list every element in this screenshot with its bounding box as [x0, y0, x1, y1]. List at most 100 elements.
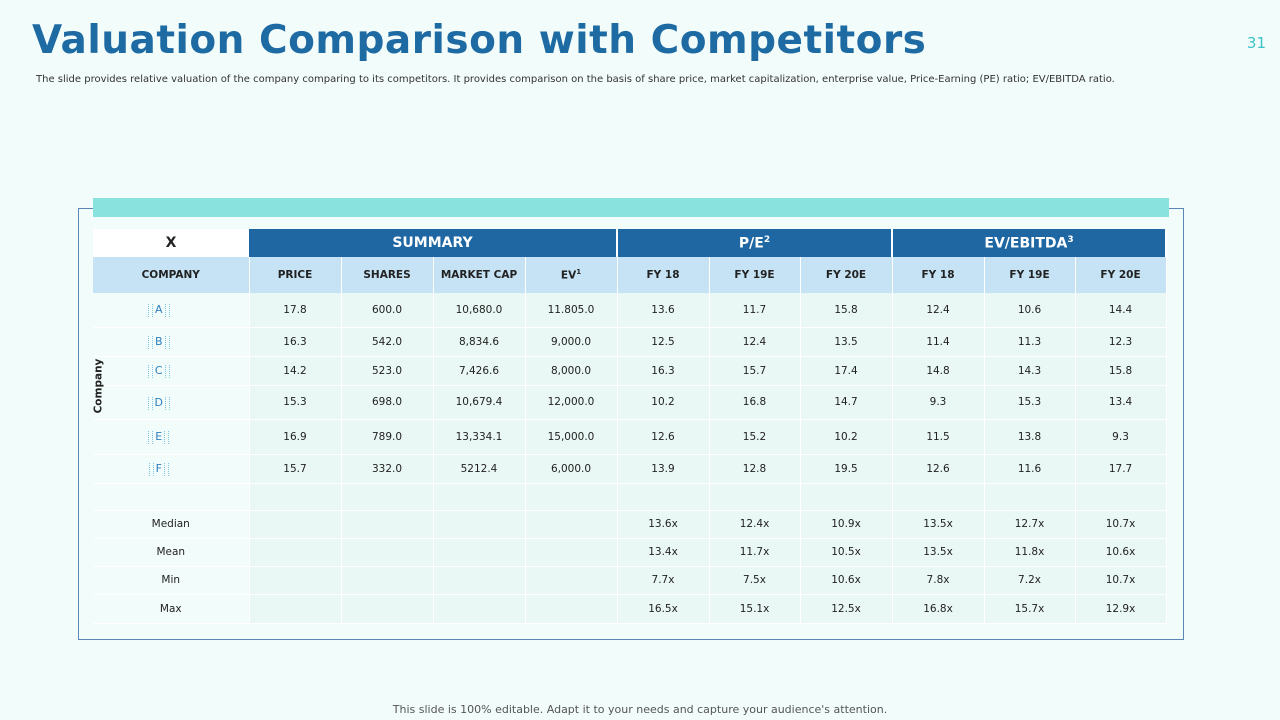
- table-cell: 13.5: [800, 327, 893, 357]
- empty-cell: [341, 483, 434, 511]
- table-cell: 523.0: [341, 356, 434, 386]
- company-cell: A: [93, 293, 250, 328]
- col-header-price: PRICE: [249, 257, 342, 293]
- stat-cell: 12.4x: [709, 510, 801, 539]
- stat-cell: 13.5x: [892, 538, 985, 567]
- company-letter: B: [148, 335, 169, 349]
- stat-cell: 7.5x: [709, 566, 801, 595]
- company-cell: D: [93, 385, 250, 420]
- table-cell: 12.8: [709, 454, 801, 484]
- col-header-ev-fy18: FY 18: [892, 257, 985, 293]
- page-number: 31: [1246, 34, 1266, 52]
- col-header-ev-fy19e: FY 19E: [984, 257, 1076, 293]
- table-row: C 14.2 523.0 7,426.6 8,000.0 16.3 15.7 17.4 14.8…: [93, 356, 1167, 386]
- table-cell: 13,334.1: [433, 419, 526, 455]
- empty-cell: [433, 594, 526, 624]
- table-cell: 13.6: [617, 293, 710, 328]
- table-cell: 12,000.0: [525, 385, 618, 420]
- spacer-row: [93, 483, 1167, 511]
- table-cell: 13.9: [617, 454, 710, 484]
- stat-cell: 13.5x: [892, 510, 985, 539]
- empty-cell: [525, 566, 618, 595]
- table-cell: 6,000.0: [525, 454, 618, 484]
- stat-cell: 10.5x: [800, 538, 893, 567]
- stat-cell: 11.8x: [984, 538, 1076, 567]
- company-cell: B: [93, 327, 250, 357]
- stat-cell: 13.6x: [617, 510, 710, 539]
- company-letter: F: [148, 462, 170, 476]
- table-cell: 11.4: [892, 327, 985, 357]
- stat-cell: 7.7x: [617, 566, 710, 595]
- table-cell: 11.805.0: [525, 293, 618, 328]
- empty-cell: [525, 538, 618, 567]
- empty-cell: [525, 594, 618, 624]
- table-cell: 17.8: [249, 293, 342, 328]
- empty-cell: [525, 483, 618, 511]
- table-cell: 542.0: [341, 327, 434, 357]
- company-letter: D: [147, 396, 171, 410]
- table-cell: 14.2: [249, 356, 342, 386]
- stat-cell: 16.5x: [617, 594, 710, 624]
- empty-cell: [249, 566, 342, 595]
- stat-cell: 15.1x: [709, 594, 801, 624]
- table-cell: 789.0: [341, 419, 434, 455]
- table-cell: 600.0: [341, 293, 434, 328]
- table-row: D 15.3 698.0 10,679.4 12,000.0 10.2 16.8 14.7 9.…: [93, 385, 1167, 420]
- table-cell: 15.2: [709, 419, 801, 455]
- table-row: A 17.8 600.0 10,680.0 11.805.0 13.6 11.7 15.8 12…: [93, 293, 1167, 328]
- stat-cell: 15.7x: [984, 594, 1076, 624]
- table-row: F 15.7 332.0 5212.4 6,000.0 13.9 12.8 19.5 12.6 1…: [93, 454, 1167, 484]
- stat-cell: 10.6x: [1075, 538, 1167, 567]
- empty-cell: [984, 483, 1076, 511]
- table-cell: 11.3: [984, 327, 1076, 357]
- empty-cell: [433, 483, 526, 511]
- table-cell: 8,000.0: [525, 356, 618, 386]
- table-cell: 10.6: [984, 293, 1076, 328]
- stat-cell: 11.7x: [709, 538, 801, 567]
- empty-cell: [892, 483, 985, 511]
- table-cell: 14.8: [892, 356, 985, 386]
- table-cell: 11.5: [892, 419, 985, 455]
- empty-cell: [709, 483, 801, 511]
- table-cell: 16.3: [249, 327, 342, 357]
- table-cell: 13.8: [984, 419, 1076, 455]
- empty-cell: [249, 483, 342, 511]
- table-cell: 9.3: [892, 385, 985, 420]
- stat-cell: 10.9x: [800, 510, 893, 539]
- empty-cell: [341, 566, 434, 595]
- table-cell: 15.3: [249, 385, 342, 420]
- col-header-ev-label: EV: [560, 269, 577, 282]
- group-header-ev-ebitda: EV/EBITDA3: [892, 229, 1168, 257]
- stat-cell: 12.5x: [800, 594, 893, 624]
- table-cell: 19.5: [800, 454, 893, 484]
- group-header-ev-ebitda-label: EV/EBITDA: [984, 235, 1068, 252]
- slide-title: Valuation Comparison with Competitors: [32, 18, 927, 63]
- col-header-market-cap: MARKET CAP: [433, 257, 526, 293]
- stat-cell: 7.8x: [892, 566, 985, 595]
- table-cell: 13.4: [1075, 385, 1167, 420]
- empty-cell: [93, 483, 250, 511]
- accent-bar: [93, 198, 1169, 217]
- stat-cell: 10.6x: [800, 566, 893, 595]
- empty-cell: [249, 510, 342, 539]
- table-cell: 10,680.0: [433, 293, 526, 328]
- group-header-pe: P/E2: [617, 229, 894, 257]
- table-cell: 12.6: [617, 419, 710, 455]
- table-cell: 16.9: [249, 419, 342, 455]
- empty-cell: [525, 510, 618, 539]
- stat-cell: 10.7x: [1075, 566, 1167, 595]
- empty-cell: [433, 510, 526, 539]
- table-cell: 10.2: [800, 419, 893, 455]
- group-header-ev-ebitda-footnote: 3: [1067, 234, 1074, 245]
- table-cell: 15.7: [249, 454, 342, 484]
- table-cell: 10,679.4: [433, 385, 526, 420]
- table-cell: 14.3: [984, 356, 1076, 386]
- stat-row: Min 7.7x 7.5x 10.6x 7.8x 7.2x 10.7x: [93, 566, 1167, 595]
- stat-label: Min: [93, 566, 250, 595]
- valuation-table: X SUMMARY P/E2 EV/EBITDA3 COMPANY PRICE …: [93, 229, 1168, 624]
- stat-label: Mean: [93, 538, 250, 567]
- stat-cell: 12.7x: [984, 510, 1076, 539]
- stat-cell: 7.2x: [984, 566, 1076, 595]
- company-axis-label-text: Company: [92, 358, 105, 414]
- table-cell: 15.7: [709, 356, 801, 386]
